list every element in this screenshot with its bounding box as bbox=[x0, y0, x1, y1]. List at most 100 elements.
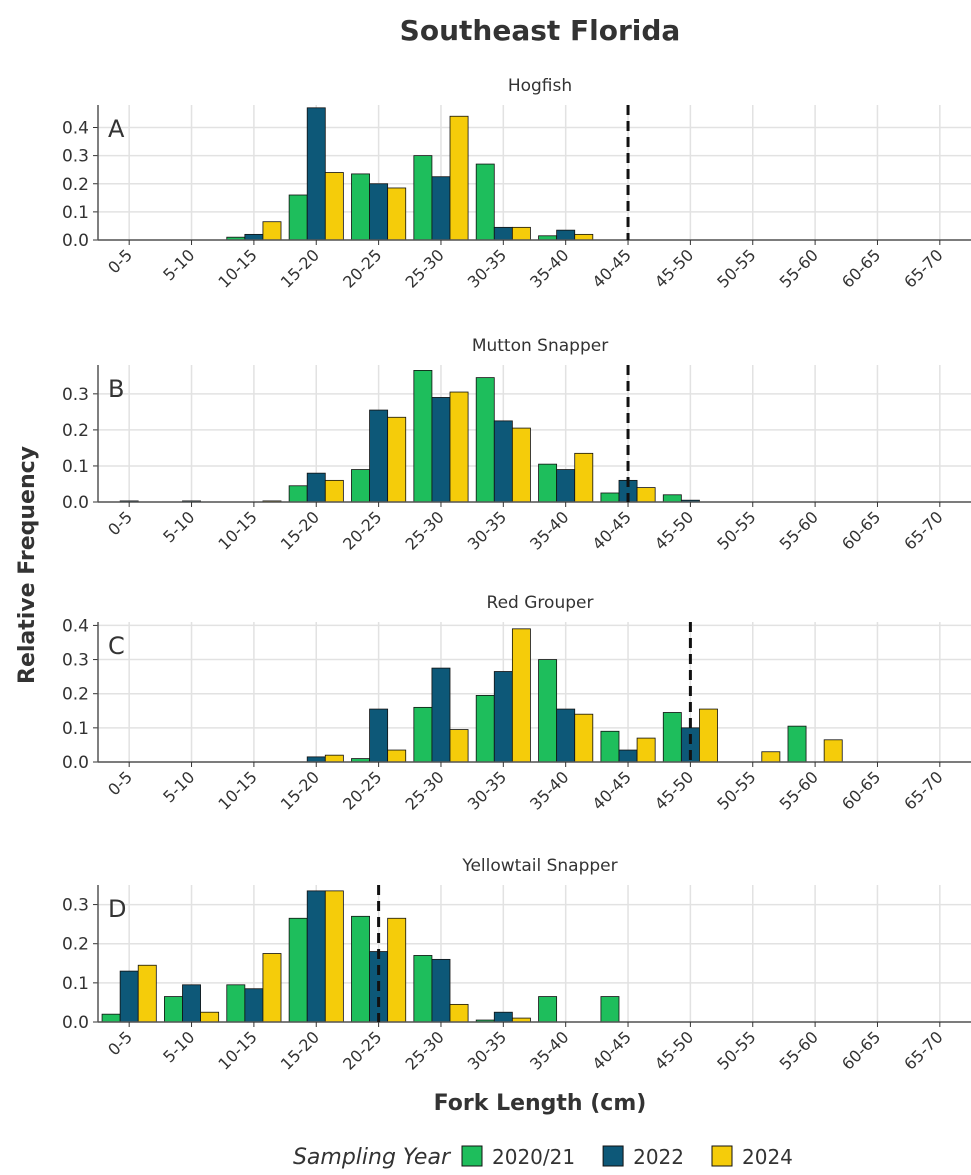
panel-title: Yellowtail Snapper bbox=[461, 856, 617, 876]
y-tick-label: 0.0 bbox=[62, 753, 89, 773]
x-tick-label: 10-15 bbox=[214, 507, 260, 553]
x-tick-label: 50-55 bbox=[713, 507, 759, 553]
bar bbox=[788, 726, 806, 762]
bar bbox=[432, 177, 450, 240]
panel-letter: A bbox=[108, 115, 125, 143]
legend-label: 2024 bbox=[742, 1145, 793, 1169]
bar bbox=[351, 916, 369, 1022]
y-tick-label: 0.3 bbox=[62, 147, 89, 167]
x-tick-label: 40-45 bbox=[589, 767, 635, 813]
bar bbox=[307, 757, 325, 762]
bar bbox=[351, 174, 369, 240]
bar bbox=[138, 965, 156, 1022]
x-tick-label: 15-20 bbox=[277, 245, 323, 291]
x-tick-label: 20-25 bbox=[339, 767, 385, 813]
x-tick-label: 25-30 bbox=[401, 767, 447, 813]
panel-title: Hogfish bbox=[508, 76, 572, 96]
legend-swatch bbox=[603, 1146, 623, 1166]
bar bbox=[370, 184, 388, 240]
bar bbox=[289, 486, 307, 502]
bar bbox=[414, 955, 432, 1022]
bar bbox=[450, 392, 468, 502]
y-tick-label: 0.1 bbox=[62, 457, 89, 477]
x-tick-label: 10-15 bbox=[214, 767, 260, 813]
y-tick-label: 0.1 bbox=[62, 974, 89, 994]
y-tick-label: 0.0 bbox=[62, 493, 89, 513]
bar bbox=[512, 227, 530, 240]
x-tick-label: 25-30 bbox=[401, 1027, 447, 1073]
bar bbox=[325, 480, 343, 502]
x-tick-label: 30-35 bbox=[464, 1027, 510, 1073]
x-tick-label: 5-10 bbox=[159, 507, 198, 546]
y-axis-label: Relative Frequency bbox=[15, 446, 40, 684]
x-tick-label: 0-5 bbox=[104, 507, 136, 539]
bar bbox=[432, 959, 450, 1022]
x-tick-label: 45-50 bbox=[651, 1027, 697, 1073]
panel-letter: C bbox=[108, 632, 125, 660]
bar bbox=[539, 997, 557, 1022]
x-tick-label: 60-65 bbox=[838, 1027, 884, 1073]
x-tick-label: 0-5 bbox=[104, 245, 136, 277]
bar bbox=[164, 997, 182, 1022]
bar bbox=[263, 954, 281, 1023]
x-tick-label: 60-65 bbox=[838, 245, 884, 291]
x-tick-label: 20-25 bbox=[339, 1027, 385, 1073]
y-tick-label: 0.1 bbox=[62, 719, 89, 739]
bar bbox=[414, 156, 432, 240]
bar bbox=[227, 985, 245, 1022]
bar bbox=[637, 488, 655, 502]
x-tick-label: 60-65 bbox=[838, 767, 884, 813]
x-tick-label: 30-35 bbox=[464, 507, 510, 553]
bar bbox=[432, 668, 450, 762]
y-tick-label: 0.2 bbox=[62, 935, 89, 955]
bar bbox=[494, 672, 512, 762]
y-tick-label: 0.1 bbox=[62, 203, 89, 223]
bar bbox=[245, 234, 263, 240]
x-tick-label: 35-40 bbox=[526, 245, 572, 291]
x-tick-label: 0-5 bbox=[104, 767, 136, 799]
bar bbox=[494, 421, 512, 502]
panel-title: Mutton Snapper bbox=[472, 336, 608, 356]
x-tick-label: 45-50 bbox=[651, 245, 697, 291]
x-axis-label: Fork Length (cm) bbox=[434, 1091, 647, 1116]
x-tick-label: 65-70 bbox=[900, 767, 946, 813]
bar bbox=[370, 410, 388, 502]
y-tick-label: 0.2 bbox=[62, 685, 89, 705]
y-tick-label: 0.2 bbox=[62, 175, 89, 195]
bar bbox=[289, 918, 307, 1022]
bar bbox=[663, 712, 681, 762]
bar bbox=[245, 989, 263, 1022]
bar bbox=[557, 470, 575, 502]
bar bbox=[325, 755, 343, 762]
x-tick-label: 65-70 bbox=[900, 1027, 946, 1073]
panel-background bbox=[98, 105, 971, 240]
page: Southeast Florida Relative Frequency For… bbox=[0, 0, 971, 1175]
panel-title: Red Grouper bbox=[487, 593, 594, 613]
x-tick-label: 35-40 bbox=[526, 1027, 572, 1073]
x-tick-label: 55-60 bbox=[776, 1027, 822, 1073]
bar bbox=[601, 731, 619, 762]
bar bbox=[450, 1004, 468, 1022]
x-tick-label: 55-60 bbox=[776, 507, 822, 553]
bar bbox=[601, 997, 619, 1022]
bar bbox=[601, 493, 619, 502]
legend-label: 2020/21 bbox=[492, 1145, 575, 1169]
x-tick-label: 50-55 bbox=[713, 245, 759, 291]
bar bbox=[663, 495, 681, 502]
y-tick-label: 0.3 bbox=[62, 896, 89, 916]
x-tick-label: 40-45 bbox=[589, 245, 635, 291]
x-tick-label: 5-10 bbox=[159, 1027, 198, 1066]
bar bbox=[388, 750, 406, 762]
legend: 2020/21 2022 2024 bbox=[462, 1145, 793, 1169]
legend-label: 2022 bbox=[633, 1145, 684, 1169]
panel-background bbox=[98, 365, 971, 502]
bar bbox=[557, 230, 575, 240]
x-tick-label: 15-20 bbox=[277, 767, 323, 813]
x-tick-label: 65-70 bbox=[900, 507, 946, 553]
bar bbox=[388, 417, 406, 502]
x-tick-label: 25-30 bbox=[401, 507, 447, 553]
x-tick-label: 35-40 bbox=[526, 767, 572, 813]
bar bbox=[575, 714, 593, 762]
bar bbox=[762, 752, 780, 762]
bar bbox=[557, 709, 575, 762]
